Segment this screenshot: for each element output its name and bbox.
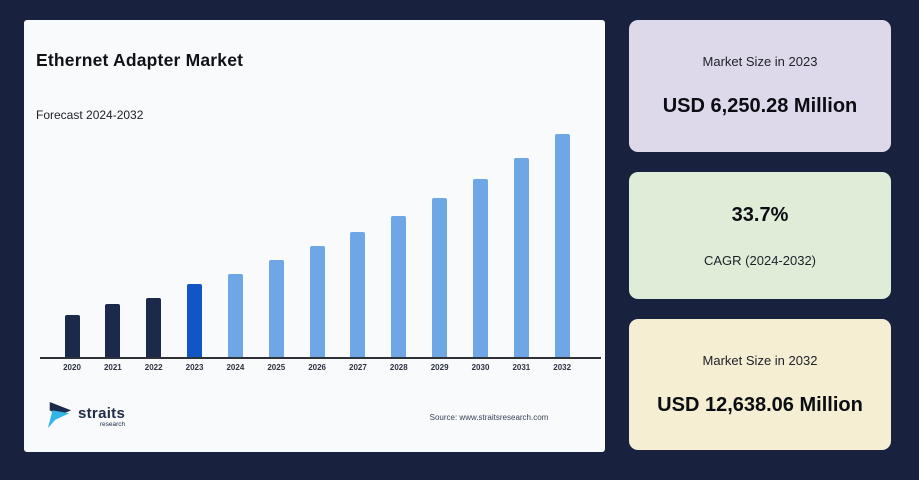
- bar-2024: [227, 274, 243, 357]
- x-tick-2026: 2026: [308, 363, 326, 372]
- bar-2031: [513, 158, 529, 357]
- logo-subtitle: research: [99, 421, 126, 428]
- bar-2023: [187, 284, 203, 357]
- stat-card-cagr: 33.7% CAGR (2024-2032): [629, 172, 891, 299]
- stat-label: CAGR (2024-2032): [704, 252, 816, 268]
- x-tick-2020: 2020: [63, 363, 81, 372]
- x-tick-2028: 2028: [389, 363, 408, 372]
- straits-logo-icon: [46, 400, 74, 432]
- x-tick-2029: 2029: [430, 363, 449, 372]
- x-tick-2022: 2022: [144, 363, 163, 372]
- x-axis-line: [40, 357, 601, 359]
- x-tick-2023: 2023: [185, 363, 204, 372]
- x-tick-2024: 2024: [226, 363, 245, 372]
- bar-2021: [105, 304, 121, 357]
- logo-name: straits: [78, 405, 126, 422]
- logo-text: straits research: [78, 406, 125, 429]
- chart-card: Ethernet Adapter Market Forecast 2024-20…: [24, 20, 605, 452]
- x-tick-2031: 2031: [512, 363, 531, 372]
- stat-value: USD 6,250.28 Million: [662, 95, 858, 117]
- stat-label: Market Size in 2032: [702, 352, 818, 368]
- bar-2027: [350, 232, 366, 357]
- straits-research-logo: straits research: [46, 400, 125, 432]
- stat-label: Market Size in 2023: [702, 54, 818, 69]
- stat-card-market-size-2032: Market Size in 2032 USD 12,638.06 Millio…: [629, 319, 891, 450]
- bar-2029: [432, 198, 448, 357]
- bar-2022: [146, 298, 162, 357]
- bar-2030: [473, 179, 488, 357]
- bar-2026: [309, 246, 325, 357]
- x-tick-2025: 2025: [267, 363, 286, 372]
- bar-2028: [391, 216, 407, 357]
- x-tick-2021: 2021: [103, 363, 122, 372]
- bar-2025: [268, 260, 284, 357]
- source-attribution: Source: www.straitsresearch.com: [429, 413, 549, 422]
- chart-subtitle: Forecast 2024-2032: [36, 108, 144, 122]
- x-tick-2032: 2032: [553, 363, 572, 372]
- stat-card-market-size-2023: Market Size in 2023 USD 6,250.28 Million: [629, 20, 891, 152]
- bar-2020: [64, 315, 80, 357]
- x-tick-2027: 2027: [349, 363, 367, 372]
- bar-chart: 2020 2021 2022 2023 2024 2025 2026 2027 2028 2029…: [24, 20, 605, 452]
- page-title: Ethernet Adapter Market: [36, 50, 244, 70]
- stat-value: 33.7%: [731, 203, 789, 226]
- stat-value: USD 12,638.06 Million: [657, 393, 863, 416]
- bar-2032: [554, 134, 570, 357]
- x-tick-2030: 2030: [471, 363, 490, 372]
